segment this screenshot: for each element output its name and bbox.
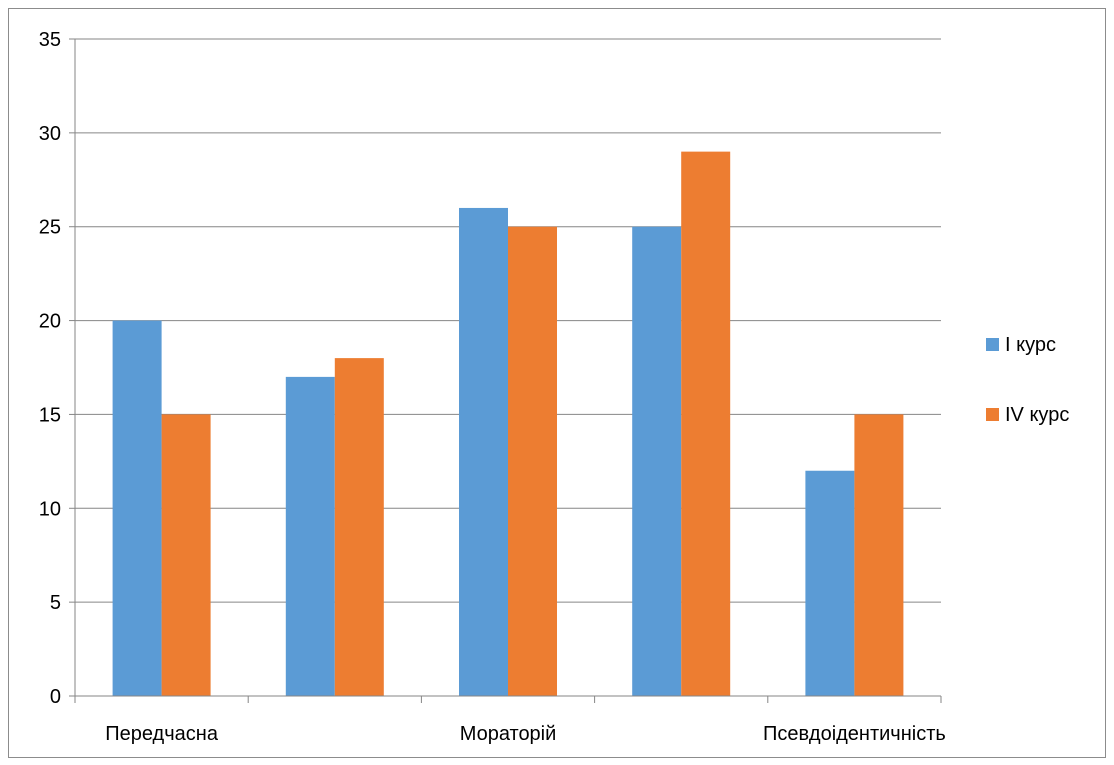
bar bbox=[334, 358, 384, 696]
y-tick-label: 0 bbox=[50, 686, 61, 708]
bar bbox=[508, 226, 557, 696]
legend-label: І курс bbox=[1005, 334, 1056, 356]
x-tick-label: Передчасна bbox=[105, 723, 219, 745]
legend-label: ІV курс bbox=[1005, 404, 1069, 426]
bar bbox=[161, 414, 211, 696]
bar bbox=[681, 151, 731, 697]
y-tick-label: 25 bbox=[39, 217, 61, 239]
bar bbox=[112, 320, 162, 696]
legend: І курс ІV курс bbox=[986, 334, 1069, 426]
bar bbox=[459, 207, 508, 696]
y-tick-label: 35 bbox=[39, 29, 61, 51]
bar bbox=[632, 226, 682, 696]
legend-swatch bbox=[986, 338, 999, 351]
bar bbox=[285, 376, 335, 696]
bar bbox=[854, 414, 904, 696]
x-tick-label: Псевдоідентичність bbox=[763, 723, 946, 745]
y-tick-label: 15 bbox=[39, 404, 61, 426]
y-tick-label: 20 bbox=[39, 311, 61, 333]
bar-chart: 0 5 10 15 20 25 30 35 Передчасна Мораторій Псевдоі… bbox=[39, 29, 1070, 745]
bar bbox=[805, 470, 855, 696]
y-tick-label: 30 bbox=[39, 123, 61, 145]
legend-swatch bbox=[986, 408, 999, 421]
chart-area: 0 5 10 15 20 25 30 35 Передчасна Мораторій Псевдоі… bbox=[8, 8, 1106, 758]
bars bbox=[112, 151, 904, 697]
axes: 0 5 10 15 20 25 30 35 Передчасна Мораторій Псевдоі… bbox=[39, 29, 946, 745]
x-tick-label: Мораторій bbox=[460, 723, 557, 745]
y-tick-label: 5 bbox=[50, 592, 61, 614]
y-tick-label: 10 bbox=[39, 498, 61, 520]
